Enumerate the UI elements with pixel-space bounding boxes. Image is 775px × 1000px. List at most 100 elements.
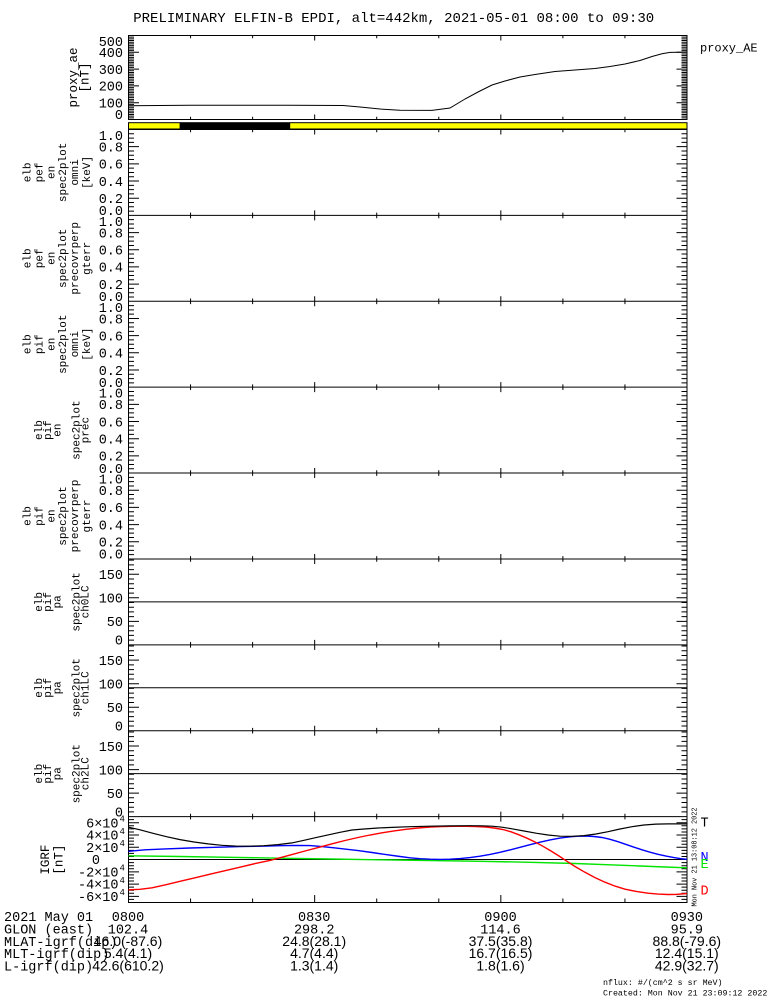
svg-text:200: 200 [99,81,123,96]
svg-text:elb: elb [23,162,35,182]
svg-text:4: 4 [120,815,125,825]
svg-text:0.8: 0.8 [99,399,123,414]
svg-text:298.2: 298.2 [294,923,335,938]
svg-text:1.0: 1.0 [99,216,123,231]
svg-text:95.9: 95.9 [671,923,703,938]
svg-text:150: 150 [99,741,123,756]
svg-text:MLT-igrf(dip): MLT-igrf(dip) [4,948,109,963]
svg-text:6×10: 6×10 [86,817,118,832]
svg-text:4: 4 [120,864,125,874]
svg-text:gterr: gterr [82,499,94,532]
svg-text:prec: prec [81,417,93,443]
svg-text:300: 300 [99,64,123,79]
svg-text:elb: elb [23,248,35,268]
svg-text:pif: pif [43,678,55,698]
svg-text:nflux: #/(cm^2 s sr MeV): nflux: #/(cm^2 s sr MeV) [603,978,723,988]
svg-text:37.5(35.8): 37.5(35.8) [469,933,533,949]
svg-text:0.6: 0.6 [99,416,123,431]
svg-text:-6×10: -6×10 [78,891,119,906]
svg-text:[keV]: [keV] [82,328,94,361]
svg-text:elb: elb [23,506,35,526]
svg-text:42.6(610.2): 42.6(610.2) [92,958,164,974]
svg-text:0.4: 0.4 [99,519,123,534]
svg-text:0.6: 0.6 [99,159,123,174]
svg-text:elb: elb [34,764,46,784]
svg-text:en: en [53,423,65,436]
svg-text:4: 4 [120,827,125,837]
svg-text:spec2plot: spec2plot [71,744,83,803]
svg-text:0.4: 0.4 [99,348,123,363]
svg-text:50: 50 [107,616,123,631]
svg-text:pa: pa [53,595,65,609]
svg-text:0: 0 [92,854,100,869]
svg-text:E: E [701,858,709,873]
svg-text:0.8: 0.8 [99,142,123,157]
svg-text:0.8: 0.8 [99,313,123,328]
svg-text:100: 100 [99,764,123,779]
svg-text:pif: pif [34,334,46,354]
svg-text:0.2: 0.2 [99,279,123,294]
svg-text:-4×10: -4×10 [78,879,119,894]
svg-text:en: en [46,252,58,265]
svg-text:4: 4 [120,876,125,886]
svg-text:0.0: 0.0 [99,291,123,306]
svg-text:4.7(4.4): 4.7(4.4) [290,945,338,961]
svg-text:0.2: 0.2 [99,451,123,466]
svg-text:pa: pa [53,767,65,781]
svg-text:50: 50 [107,702,123,717]
svg-text:102.4: 102.4 [108,923,149,938]
svg-text:0930: 0930 [671,911,703,926]
svg-text:0.0: 0.0 [99,377,123,392]
svg-text:omni: omni [70,159,82,186]
svg-text:50: 50 [107,788,123,803]
svg-text:-2×10: -2×10 [78,866,119,881]
svg-text:46.0(-87.6): 46.0(-87.6) [94,933,162,949]
svg-text:pif: pif [43,764,55,784]
svg-text:1.0: 1.0 [99,130,123,145]
svg-text:4×10: 4×10 [86,830,118,845]
svg-text:ch0LC: ch0LC [81,585,93,618]
svg-text:0.0: 0.0 [99,463,123,478]
svg-text:proxy_AE: proxy_AE [700,42,758,56]
svg-text:0.0: 0.0 [99,205,123,220]
svg-text:0800: 0800 [112,911,144,926]
svg-text:elb: elb [34,678,46,698]
svg-text:pif: pif [43,592,55,612]
svg-text:T: T [701,817,709,832]
svg-text:0: 0 [115,635,123,650]
svg-text:1.0: 1.0 [99,302,123,317]
svg-text:0.2: 0.2 [99,365,123,380]
svg-text:spec2plot: spec2plot [58,143,70,202]
svg-text:gterr: gterr [82,242,94,275]
svg-text:0.4: 0.4 [99,176,123,191]
svg-text:spec2plot: spec2plot [58,486,70,545]
svg-text:spec2plot: spec2plot [71,400,83,459]
svg-text:omni: omni [70,331,82,358]
svg-text:0.6: 0.6 [99,245,123,260]
svg-text:elb: elb [23,334,35,354]
svg-text:[keV]: [keV] [82,156,94,189]
svg-text:ch1LC: ch1LC [81,671,93,704]
svg-text:0.0: 0.0 [99,549,123,564]
svg-text:en: en [46,338,58,351]
svg-text:D: D [701,885,709,900]
svg-text:0.2: 0.2 [99,193,123,208]
svg-text:100: 100 [99,679,123,694]
svg-text:elb: elb [34,592,46,612]
svg-text:500: 500 [99,36,123,51]
svg-text:0.4: 0.4 [99,434,123,449]
svg-text:0.4: 0.4 [99,262,123,277]
svg-text:pa: pa [53,681,65,695]
svg-text:[nT]: [nT] [53,845,67,875]
svg-text:1.0: 1.0 [99,474,123,489]
svg-text:proxy_ae: proxy_ae [67,47,81,107]
svg-text:16.7(16.5): 16.7(16.5) [469,945,533,961]
svg-text:0.8: 0.8 [99,485,123,500]
svg-text:1.3(1.4): 1.3(1.4) [290,958,338,974]
svg-text:pef: pef [34,162,46,182]
svg-text:2×10: 2×10 [86,842,118,857]
svg-text:100: 100 [99,98,123,113]
svg-text:400: 400 [99,47,123,62]
svg-text:114.6: 114.6 [480,923,521,938]
svg-text:spec2plot: spec2plot [71,658,83,717]
